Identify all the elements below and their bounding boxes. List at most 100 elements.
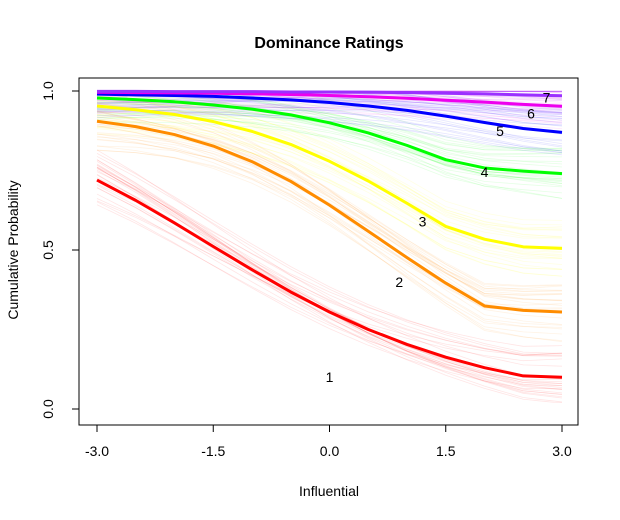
draw-line-1: [96, 184, 563, 383]
draw-line-7: [96, 105, 563, 114]
draw-line-3: [96, 110, 563, 253]
draw-line-2: [96, 114, 563, 301]
draw-line-2: [96, 133, 563, 326]
draw-line-2: [96, 132, 563, 292]
draw-line-3: [96, 128, 563, 270]
chart-title: Dominance Ratings: [254, 35, 403, 52]
draw-line-3: [96, 97, 563, 239]
draw-line-4: [96, 99, 563, 182]
draw-line-6: [96, 112, 563, 123]
series-label-3: 3: [419, 213, 427, 229]
x-tick-label: 0.0: [320, 443, 340, 459]
draw-line-3: [96, 133, 563, 259]
draw-line-7: [96, 106, 563, 111]
y-axis-label: Cumulative Probability: [5, 180, 21, 319]
series-label-7: 7: [543, 89, 551, 105]
draw-line-1: [96, 167, 563, 384]
draw-line-2: [96, 118, 563, 292]
curve-labels: 1 2 3 4 5 67: [326, 89, 551, 385]
series-label-5: 5: [496, 123, 504, 139]
draw-line-2: [96, 145, 563, 328]
mean-curves: [96, 89, 563, 379]
x-tick-label: -3.0: [85, 443, 109, 459]
series-line-3: [96, 104, 563, 250]
x-axis: -3.0 -1.5 0.0 1.5 3.0: [85, 424, 572, 459]
draw-line-7: [96, 90, 562, 111]
draw-line-6: [96, 103, 563, 121]
draw-line-1: [96, 204, 563, 381]
y-tick-label: 0.5: [40, 240, 56, 260]
draw-line-2: [96, 102, 563, 314]
draw-line-4: [96, 112, 563, 154]
x-axis-label: Influential: [299, 483, 359, 499]
draw-line-7: [96, 103, 563, 109]
draw-line-4: [97, 121, 563, 180]
series-line-4: [96, 96, 563, 176]
posterior-draws: [96, 90, 563, 404]
draw-line-1: [96, 193, 563, 386]
series-label-2: 2: [395, 274, 403, 290]
draw-line-7: [96, 109, 563, 113]
series-label-1: 1: [326, 369, 334, 385]
draw-line-4: [96, 101, 563, 178]
draw-line-2: [96, 135, 563, 335]
draw-line-1: [96, 163, 563, 396]
draw-line-1: [96, 168, 563, 367]
draw-line-2: [96, 133, 563, 296]
draw-line-2: [96, 116, 563, 301]
draw-line-3: [96, 116, 563, 277]
draw-line-5: [96, 97, 563, 116]
series-line-5: [96, 92, 563, 134]
draw-line-2: [96, 138, 562, 312]
draw-line-5: [96, 108, 563, 152]
draw-line-3: [96, 127, 563, 247]
draw-line-2: [96, 110, 563, 291]
series-label-6: 6: [527, 105, 535, 121]
x-tick-label: 1.5: [436, 443, 456, 459]
draw-line-2: [96, 110, 563, 343]
draw-line-3: [96, 95, 563, 270]
draw-line-4: [97, 117, 563, 175]
draw-line-1: [96, 201, 563, 390]
draw-line-4: [96, 103, 563, 149]
draw-line-1: [96, 164, 563, 388]
draw-line-4: [96, 106, 563, 151]
draw-line-1: [96, 166, 563, 394]
draw-line-1: [96, 187, 563, 384]
draw-line-5: [96, 110, 563, 154]
draw-line-5: [96, 106, 563, 141]
series-line-2: [96, 119, 563, 314]
draw-line-3: [96, 113, 563, 256]
draw-line-4: [96, 93, 563, 183]
draw-line-5: [96, 98, 563, 113]
x-tick-label: -1.5: [201, 443, 225, 459]
draw-line-4: [96, 102, 563, 181]
draw-line-3: [96, 119, 563, 259]
draw-line-1: [96, 159, 563, 390]
draw-line-2: [96, 124, 563, 342]
draw-line-7: [96, 95, 563, 108]
draw-line-3: [96, 104, 563, 231]
draw-line-4: [96, 92, 563, 184]
draw-line-1: [96, 164, 563, 387]
draw-line-2: [96, 91, 563, 313]
draw-line-2: [96, 149, 563, 306]
draw-line-1: [96, 156, 563, 356]
draw-line-3: [96, 90, 563, 237]
draw-line-7: [96, 104, 563, 112]
draw-line-2: [96, 121, 563, 286]
draw-line-4: [96, 107, 563, 158]
draw-line-7: [96, 106, 563, 110]
draw-line-3: [96, 114, 563, 277]
y-axis: 0.0 0.5 1.0: [40, 81, 80, 419]
draw-line-2: [96, 102, 563, 302]
draw-line-2: [96, 149, 563, 311]
draw-line-2: [96, 125, 563, 330]
draw-line-4: [96, 112, 563, 188]
draw-line-3: [96, 100, 563, 229]
series-line-7: [97, 89, 563, 98]
draw-line-1: [96, 177, 563, 356]
series-label-4: 4: [481, 164, 489, 180]
draw-line-1: [96, 166, 563, 403]
